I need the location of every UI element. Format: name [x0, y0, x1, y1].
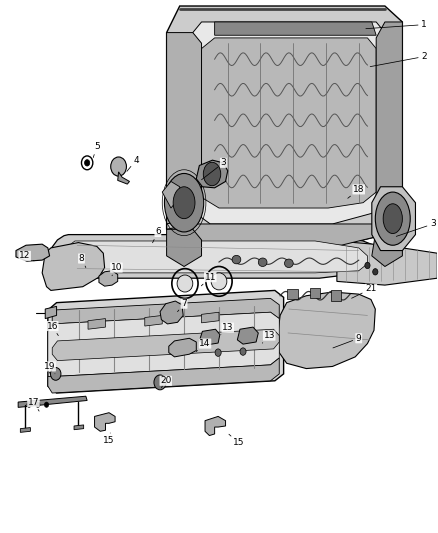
Text: 1: 1 — [366, 20, 427, 29]
Text: 15: 15 — [229, 434, 244, 448]
Text: 5: 5 — [93, 142, 99, 158]
Ellipse shape — [27, 402, 31, 407]
Ellipse shape — [85, 160, 90, 166]
Polygon shape — [95, 413, 115, 431]
Polygon shape — [74, 425, 84, 430]
Ellipse shape — [232, 255, 241, 264]
Text: 10: 10 — [111, 263, 122, 276]
Ellipse shape — [375, 192, 410, 245]
Polygon shape — [16, 244, 49, 261]
Text: 6: 6 — [152, 228, 161, 243]
Polygon shape — [20, 427, 30, 432]
Polygon shape — [18, 396, 87, 407]
Ellipse shape — [177, 275, 193, 292]
Polygon shape — [52, 298, 279, 324]
Ellipse shape — [44, 402, 49, 407]
Text: 18: 18 — [348, 185, 364, 198]
Text: 3: 3 — [201, 158, 226, 180]
Polygon shape — [237, 327, 258, 344]
Ellipse shape — [240, 348, 246, 356]
Ellipse shape — [154, 375, 166, 390]
Ellipse shape — [365, 262, 370, 269]
Polygon shape — [88, 319, 106, 329]
Polygon shape — [205, 416, 226, 435]
Text: 7: 7 — [177, 299, 187, 312]
Polygon shape — [376, 22, 403, 224]
Polygon shape — [372, 187, 416, 251]
Polygon shape — [278, 292, 375, 368]
Polygon shape — [310, 288, 320, 298]
Polygon shape — [162, 181, 180, 208]
Ellipse shape — [211, 273, 227, 290]
Text: 16: 16 — [46, 321, 58, 336]
Text: 13: 13 — [262, 331, 275, 343]
Polygon shape — [201, 38, 376, 208]
Ellipse shape — [173, 187, 195, 219]
Text: 2: 2 — [370, 52, 427, 67]
Polygon shape — [118, 172, 130, 184]
Polygon shape — [196, 160, 228, 188]
Polygon shape — [49, 235, 381, 278]
Text: 21: 21 — [352, 284, 377, 298]
Ellipse shape — [383, 204, 403, 233]
Polygon shape — [166, 33, 201, 224]
Polygon shape — [372, 229, 403, 266]
Polygon shape — [331, 290, 341, 301]
Polygon shape — [201, 312, 219, 323]
Polygon shape — [337, 241, 437, 285]
Text: 13: 13 — [221, 323, 233, 335]
Text: 9: 9 — [333, 334, 362, 348]
Polygon shape — [45, 306, 57, 319]
Text: 3: 3 — [396, 220, 436, 236]
Polygon shape — [287, 289, 297, 300]
Text: 4: 4 — [127, 156, 139, 171]
Polygon shape — [48, 290, 284, 393]
Polygon shape — [169, 338, 196, 357]
Ellipse shape — [215, 349, 221, 357]
Text: 12: 12 — [19, 252, 34, 261]
Polygon shape — [61, 241, 367, 273]
Polygon shape — [215, 22, 376, 35]
Text: 8: 8 — [78, 254, 86, 268]
Ellipse shape — [35, 402, 40, 407]
Ellipse shape — [285, 259, 293, 268]
Text: 20: 20 — [160, 376, 171, 387]
Polygon shape — [199, 329, 220, 345]
Ellipse shape — [164, 173, 204, 232]
Ellipse shape — [81, 156, 93, 169]
Polygon shape — [99, 271, 118, 286]
Text: 17: 17 — [28, 398, 39, 411]
Text: 14: 14 — [196, 339, 211, 352]
Polygon shape — [145, 316, 162, 326]
Text: 11: 11 — [201, 273, 216, 286]
Polygon shape — [166, 6, 403, 245]
Polygon shape — [166, 229, 201, 266]
Text: 19: 19 — [44, 362, 55, 374]
Polygon shape — [160, 301, 183, 324]
Polygon shape — [48, 312, 279, 376]
Polygon shape — [42, 243, 105, 290]
Ellipse shape — [50, 368, 61, 380]
Polygon shape — [188, 22, 389, 224]
Ellipse shape — [258, 258, 267, 266]
Text: 15: 15 — [103, 433, 115, 446]
Polygon shape — [52, 329, 279, 361]
Polygon shape — [166, 224, 385, 245]
Ellipse shape — [373, 269, 378, 275]
Ellipse shape — [111, 157, 127, 176]
Ellipse shape — [203, 163, 221, 185]
Polygon shape — [48, 358, 279, 393]
